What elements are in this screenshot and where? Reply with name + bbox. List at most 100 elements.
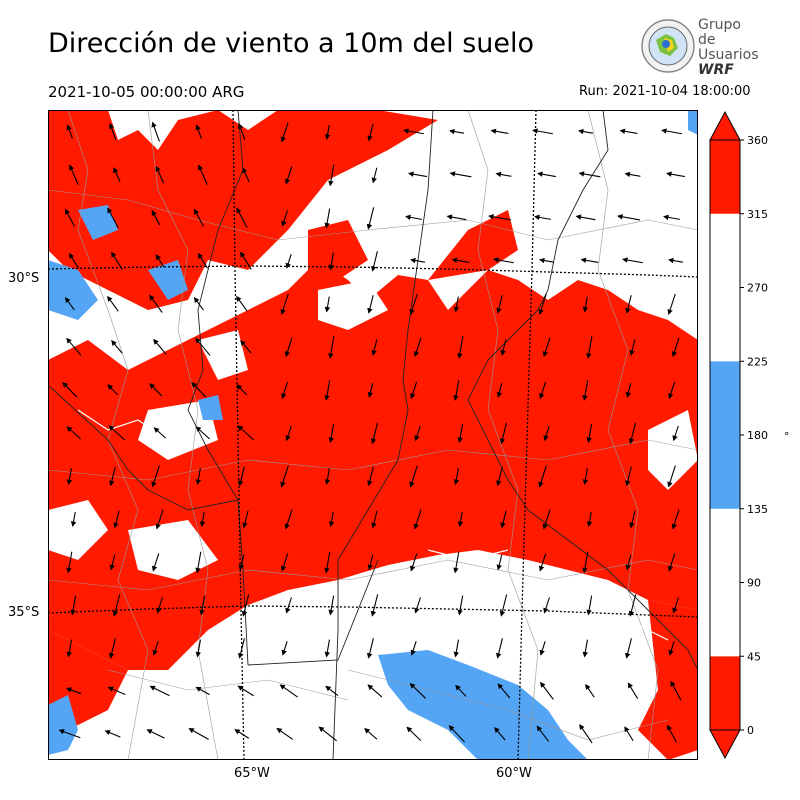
wind-arrow	[582, 468, 589, 485]
wind-arrow	[667, 465, 676, 488]
wind-arrow	[238, 122, 246, 141]
wind-arrow	[585, 683, 595, 698]
wind-arrow	[280, 293, 289, 316]
department-boundaries	[48, 110, 698, 760]
wind-arrow	[457, 424, 464, 443]
wind-arrow	[534, 214, 551, 221]
wind-arrow	[668, 641, 675, 656]
wind-arrow	[367, 383, 374, 398]
wind-arrow	[405, 214, 422, 221]
wind-arrow	[499, 422, 508, 445]
wind-arrow	[236, 207, 248, 228]
wind-arrow	[453, 639, 460, 658]
wind-direction-map	[48, 110, 698, 760]
wind-arrow	[240, 251, 252, 270]
wind-arrow	[663, 214, 680, 221]
wind-arrow	[65, 687, 82, 695]
wind-arrow	[149, 294, 163, 313]
wind-arrow	[579, 723, 593, 744]
colorbar-tick-label: 45	[747, 650, 761, 663]
wind-arrow	[234, 729, 250, 739]
wind-arrow	[582, 551, 589, 574]
globe-icon	[641, 19, 695, 73]
wind-arrow	[242, 510, 249, 529]
wind-arrow	[66, 337, 82, 356]
wind-arrow	[108, 425, 126, 441]
wind-arrow	[153, 338, 167, 355]
wind-arrow	[149, 383, 163, 397]
wind-arrow	[195, 551, 202, 574]
colorbar-tick-label: 360	[747, 134, 768, 147]
wind-arrow	[586, 424, 593, 443]
wind-arrow	[496, 466, 503, 487]
wind-arrow	[496, 383, 503, 398]
wind-arrow	[195, 337, 211, 356]
wind-arrow	[198, 164, 208, 185]
wind-arrow	[453, 380, 460, 401]
wind-arrow	[619, 128, 638, 135]
lat-30s-line	[48, 265, 698, 278]
wind-arrow	[488, 214, 511, 221]
wind-arrow	[236, 384, 248, 396]
wind-arrow	[364, 728, 378, 740]
graticule	[48, 110, 698, 760]
wind-arrow	[586, 512, 593, 527]
wind-arrow	[324, 468, 331, 485]
lat-label-35s: 35°S	[8, 605, 40, 620]
wind-arrow	[155, 509, 164, 530]
wind-arrow	[195, 686, 210, 696]
wind-arrow	[625, 554, 632, 571]
page-title: Dirección de viento a 10m del suelo	[48, 28, 535, 59]
wind-arrow	[629, 510, 636, 529]
wind-arrow	[371, 510, 378, 529]
wind-arrow	[622, 257, 643, 264]
wind-arrow	[70, 512, 77, 527]
wind-arrow	[237, 638, 245, 659]
wind-arrow	[499, 594, 508, 617]
wind-arrow	[671, 337, 680, 358]
colorbar-band-1	[710, 508, 740, 657]
wind-arrow	[414, 597, 421, 614]
logo-line3: WRF	[698, 62, 734, 78]
wind-arrow	[413, 337, 422, 358]
wind-arrow	[108, 638, 116, 659]
wind-arrow	[280, 553, 289, 572]
wind-arrow	[281, 381, 289, 400]
wind-arrow	[536, 725, 550, 742]
map-frame	[48, 110, 698, 760]
wind-arrow	[188, 728, 209, 740]
colorbar-tick-label: 0	[747, 724, 754, 737]
wind-arrow	[280, 122, 289, 143]
wind-arrow	[578, 171, 601, 178]
wind-arrow	[156, 597, 163, 614]
wind-arrow	[324, 296, 331, 313]
wind-vectors	[58, 121, 685, 744]
wind-arrow	[496, 295, 503, 314]
wind-arrow	[582, 296, 589, 313]
wind-arrow	[195, 426, 211, 440]
wind-arrow	[328, 252, 335, 271]
wind-arrow	[111, 340, 123, 354]
colorbar-tick-label: 180	[747, 429, 768, 442]
wind-arrow	[279, 684, 298, 698]
wind-arrow	[413, 509, 422, 530]
wind-arrow	[155, 254, 165, 268]
wind-arrow	[281, 210, 288, 227]
wind-arrow	[543, 425, 550, 442]
lon-label-65w: 65°W	[234, 766, 270, 781]
wind-arrow	[195, 468, 202, 485]
wind-arrow	[151, 553, 160, 572]
wind-arrow	[542, 509, 551, 530]
wind-arrow	[238, 466, 245, 487]
wind-arrow	[403, 128, 424, 135]
wind-arrow	[280, 465, 289, 488]
wind-arrow	[670, 680, 682, 701]
wind-arrow	[151, 209, 161, 226]
wind-arrow	[410, 641, 417, 656]
wind-arrow	[155, 165, 165, 184]
wind-arrow	[109, 554, 116, 571]
wind-arrow	[193, 297, 204, 311]
colorbar-max-extend	[709, 110, 741, 141]
wind-arrow	[107, 686, 126, 696]
wind-arrow	[625, 383, 632, 398]
